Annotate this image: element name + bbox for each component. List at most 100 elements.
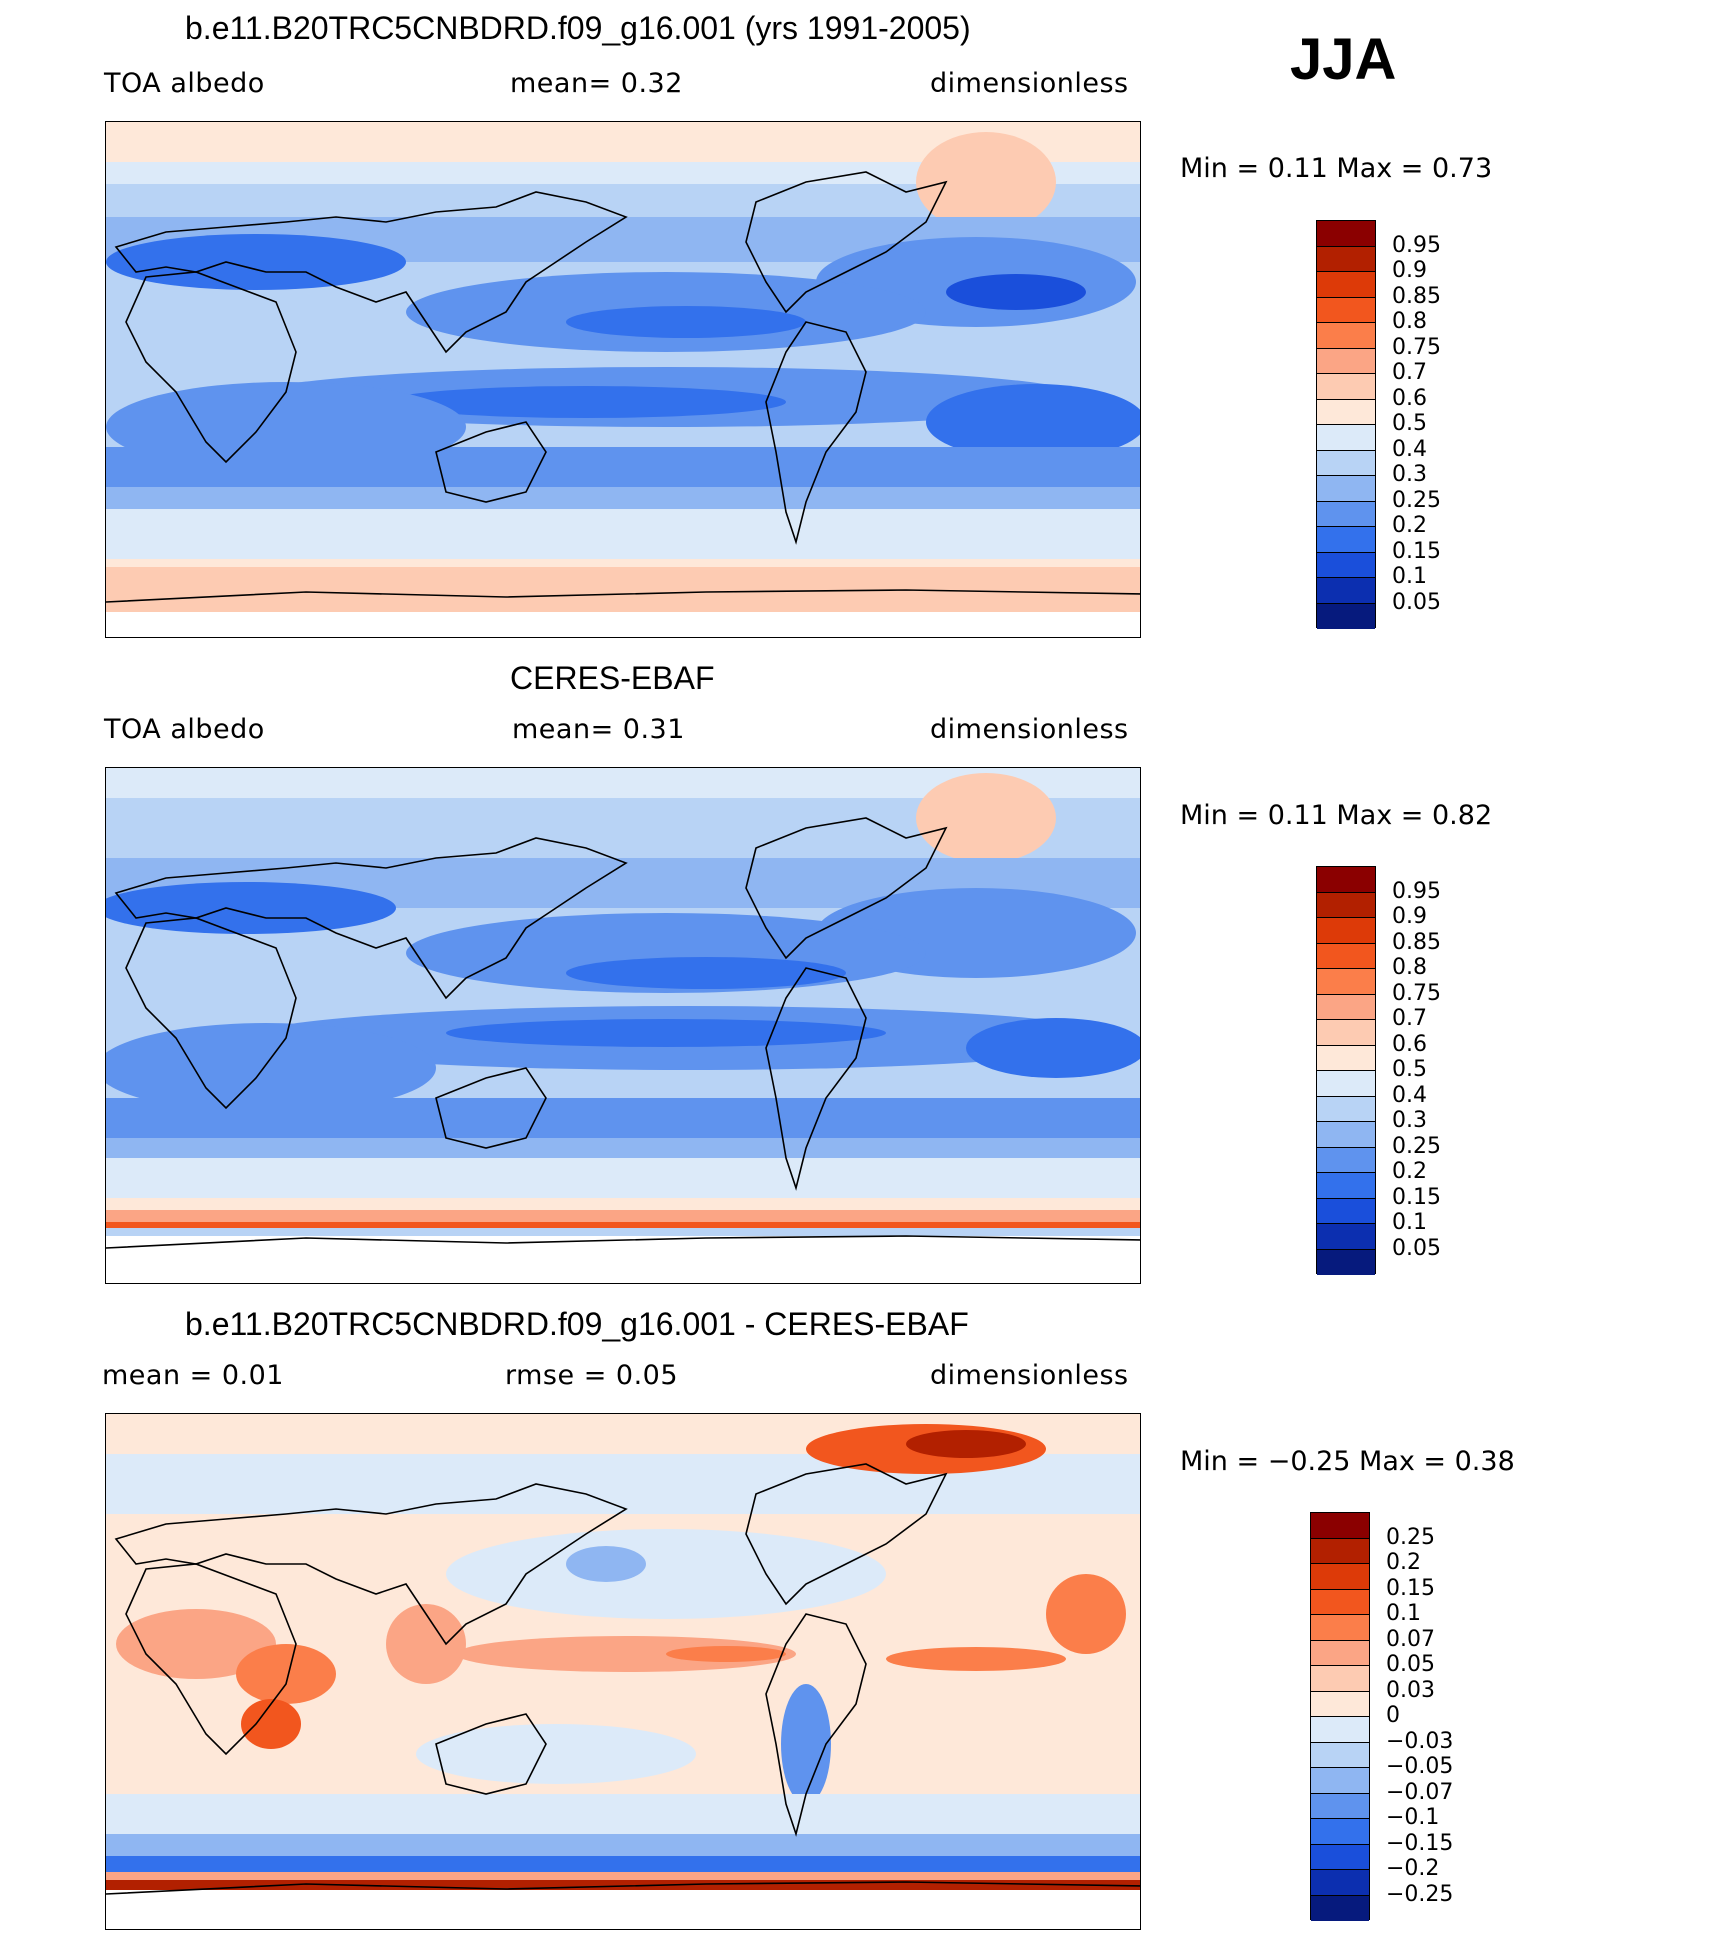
colorbar-tick-label: 0.75 — [1392, 334, 1441, 360]
colorbar-cell — [1317, 603, 1375, 629]
colorbar-tick-label: 0.2 — [1386, 1550, 1421, 1575]
panel-2-title: CERES-EBAF — [510, 660, 715, 696]
panel-3-title: b.e11.B20TRC5CNBDRD.f09_g16.001 - CERES-… — [185, 1306, 969, 1342]
colorbar-cell — [1317, 1096, 1375, 1122]
colorbar-tick-label: 0.1 — [1386, 1601, 1421, 1626]
colorbar-cell — [1317, 969, 1375, 995]
colorbar-tick-label: 0.7 — [1392, 1006, 1427, 1031]
panel-2-minmax: Min = 0.11 Max = 0.82 — [1180, 800, 1493, 831]
panel-1-units-label: dimensionless — [930, 68, 1129, 99]
colorbar-cell — [1311, 1538, 1369, 1564]
colorbar-tick-label: −0.05 — [1386, 1754, 1454, 1779]
panel-1-colorbar — [1316, 220, 1376, 629]
colorbar-cell — [1317, 1249, 1375, 1275]
colorbar-cell — [1317, 450, 1375, 476]
colorbar-tick-label: 0.95 — [1392, 878, 1441, 904]
colorbar-cell — [1317, 425, 1375, 451]
colorbar-tick-label: 0.2 — [1392, 1159, 1427, 1184]
colorbar-cell — [1317, 374, 1375, 400]
colorbar-cell — [1317, 578, 1375, 604]
colorbar-cell — [1317, 1173, 1375, 1199]
colorbar-tick-label: 0.15 — [1386, 1575, 1435, 1601]
panel-1-mean-label: mean= 0.32 — [510, 68, 683, 99]
colorbar-tick-label: 0.8 — [1392, 955, 1427, 980]
colorbar-tick-label: 0.1 — [1392, 1210, 1427, 1235]
panel-2-map — [105, 767, 1141, 1284]
colorbar-tick-label: 0.2 — [1392, 513, 1427, 538]
colorbar-tick-label: 0.15 — [1392, 538, 1441, 564]
colorbar-tick-label: 0.75 — [1392, 980, 1441, 1006]
panel-1-title: b.e11.B20TRC5CNBDRD.f09_g16.001 (yrs 199… — [185, 10, 971, 46]
colorbar-cell — [1317, 943, 1375, 969]
colorbar-cell — [1317, 399, 1375, 425]
colorbar-tick-label: −0.2 — [1386, 1856, 1440, 1881]
colorbar-cell — [1317, 221, 1375, 247]
colorbar-tick-label: 0.3 — [1392, 1108, 1427, 1133]
colorbar-tick-label: 0.8 — [1392, 309, 1427, 334]
colorbar-tick-label: 0.9 — [1392, 904, 1427, 929]
colorbar-cell — [1311, 1615, 1369, 1641]
colorbar-tick-label: 0.4 — [1392, 436, 1427, 462]
colorbar-cell — [1311, 1793, 1369, 1819]
panel-1-minmax: Min = 0.11 Max = 0.73 — [1180, 153, 1493, 184]
colorbar-cell — [1317, 1224, 1375, 1250]
colorbar-cell — [1317, 867, 1375, 893]
colorbar-cell — [1317, 1045, 1375, 1071]
colorbar-cell — [1317, 1071, 1375, 1097]
colorbar-cell — [1317, 323, 1375, 349]
colorbar-cell — [1317, 1122, 1375, 1148]
colorbar-tick-label: 0.6 — [1392, 1031, 1427, 1057]
panel-2-mean-label: mean= 0.31 — [512, 714, 685, 745]
colorbar-tick-label: −0.1 — [1386, 1805, 1440, 1830]
colorbar-cell — [1317, 297, 1375, 323]
colorbar-cell — [1317, 892, 1375, 918]
colorbar-tick-label: 0.25 — [1392, 487, 1441, 513]
colorbar-tick-label: 0.5 — [1392, 1057, 1427, 1082]
colorbar-tick-label: 0.05 — [1392, 589, 1441, 615]
colorbar-tick-label: −0.03 — [1386, 1728, 1454, 1754]
colorbar-tick-label: 0.95 — [1392, 232, 1441, 258]
colorbar-cell — [1311, 1691, 1369, 1717]
colorbar-cell — [1311, 1870, 1369, 1896]
colorbar-tick-label: 0.85 — [1392, 929, 1441, 955]
colorbar-cell — [1311, 1589, 1369, 1615]
colorbar-cell — [1317, 1020, 1375, 1046]
panel-2-colorbar — [1316, 866, 1376, 1275]
panel-3-rmse-label: rmse = 0.05 — [505, 1360, 679, 1391]
panel-3-mean-label: mean = 0.01 — [102, 1360, 284, 1391]
colorbar-tick-label: 0.25 — [1386, 1524, 1435, 1550]
panel-1-variable-label: TOA albedo — [104, 68, 265, 99]
colorbar-tick-label: 0.6 — [1392, 385, 1427, 411]
colorbar-tick-label: 0.5 — [1392, 411, 1427, 436]
colorbar-tick-label: 0.03 — [1386, 1677, 1435, 1703]
colorbar-tick-label: 0.4 — [1392, 1082, 1427, 1108]
colorbar-tick-label: 0 — [1386, 1703, 1400, 1728]
colorbar-cell — [1311, 1717, 1369, 1743]
colorbar-cell — [1311, 1742, 1369, 1768]
colorbar-cell — [1311, 1666, 1369, 1692]
colorbar-cell — [1317, 348, 1375, 374]
colorbar-cell — [1317, 1147, 1375, 1173]
panel-2-variable-label: TOA albedo — [104, 714, 265, 745]
panel-3-units-label: dimensionless — [930, 1360, 1129, 1391]
colorbar-cell — [1311, 1819, 1369, 1845]
colorbar-tick-label: 0.15 — [1392, 1184, 1441, 1210]
colorbar-tick-label: 0.85 — [1392, 283, 1441, 309]
colorbar-cell — [1317, 918, 1375, 944]
colorbar-cell — [1311, 1640, 1369, 1666]
colorbar-tick-label: −0.15 — [1386, 1830, 1454, 1856]
colorbar-tick-label: 0.3 — [1392, 462, 1427, 487]
colorbar-tick-label: 0.9 — [1392, 258, 1427, 283]
colorbar-tick-label: 0.1 — [1392, 564, 1427, 589]
colorbar-cell — [1311, 1844, 1369, 1870]
colorbar-cell — [1317, 501, 1375, 527]
colorbar-tick-label: 0.05 — [1392, 1235, 1441, 1261]
colorbar-cell — [1311, 1768, 1369, 1794]
colorbar-cell — [1317, 552, 1375, 578]
colorbar-tick-label: 0.7 — [1392, 360, 1427, 385]
colorbar-cell — [1317, 994, 1375, 1020]
colorbar-cell — [1317, 476, 1375, 502]
colorbar-tick-label: 0.25 — [1392, 1133, 1441, 1159]
colorbar-cell — [1317, 272, 1375, 298]
colorbar-cell — [1317, 527, 1375, 553]
